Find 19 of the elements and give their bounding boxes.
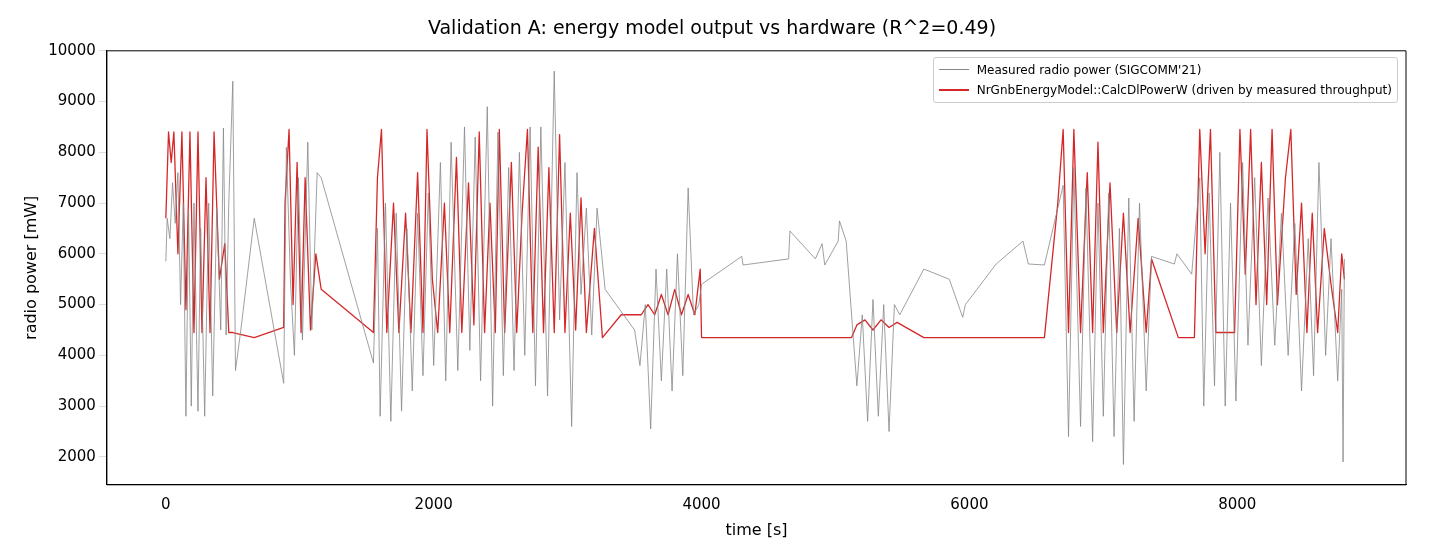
x-tick-label: 6000 [950, 494, 989, 513]
y-tick-label: 2000 [57, 446, 96, 465]
x-tick-label: 2000 [414, 494, 453, 513]
y-tick-label: 10000 [48, 40, 96, 59]
y-axis-title: radio power [mW] [20, 195, 40, 340]
x-tick-label: 4000 [682, 494, 721, 513]
chart-title: Validation A: energy model output vs hardware (R^2=0.49) [427, 16, 997, 39]
x-tick-label: 0 [161, 494, 171, 513]
legend-label: NrGnbEnergyModel::CalcDlPowerW (driven by measured throughput) [976, 81, 1392, 99]
y-tick-label: 3000 [57, 396, 96, 415]
x-tick-label: 8000 [1218, 494, 1257, 513]
y-tick-label: 6000 [57, 243, 96, 262]
y-tick-label: 4000 [57, 345, 96, 364]
y-tick-label: 8000 [57, 142, 96, 161]
y-tick-label: 7000 [57, 192, 96, 211]
x-axis-title: time [s] [725, 519, 788, 539]
legend-label: Measured radio power (SIGCOMM'21) [976, 61, 1202, 79]
y-tick-label: 9000 [57, 91, 96, 110]
y-tick-label: 5000 [57, 294, 96, 313]
